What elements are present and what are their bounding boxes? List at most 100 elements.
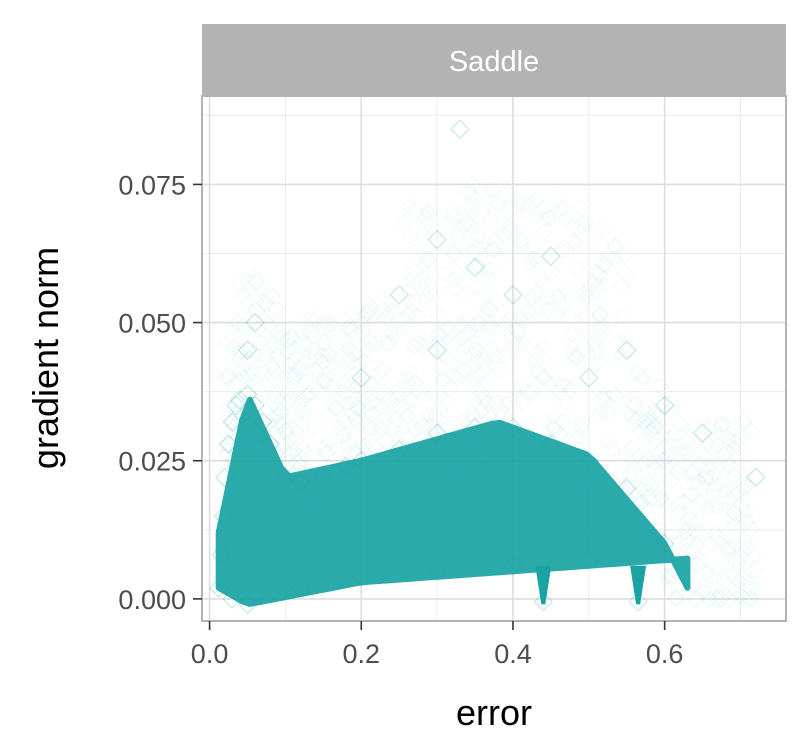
halo-point	[336, 311, 355, 329]
halo-point	[382, 470, 400, 488]
halo-point	[627, 512, 646, 530]
halo-point	[677, 432, 695, 450]
halo-point	[238, 292, 257, 311]
halo-point	[367, 335, 385, 353]
halo-point	[346, 409, 365, 428]
halo-point	[543, 419, 562, 438]
halo-point	[275, 441, 294, 460]
halo-point	[279, 343, 297, 361]
halo-point	[349, 376, 368, 395]
x-tick-label: 0.0	[191, 639, 229, 669]
halo-point	[678, 550, 696, 568]
halo-point	[704, 483, 723, 501]
halo-point	[643, 421, 661, 440]
halo-point	[383, 470, 401, 489]
halo-point	[711, 590, 730, 608]
halo-point	[662, 471, 681, 490]
data-point	[692, 423, 713, 443]
halo-point	[255, 312, 273, 330]
halo-point	[404, 337, 423, 355]
halo-point	[518, 203, 537, 221]
halo-point	[302, 467, 320, 486]
halo-point	[506, 379, 524, 397]
halo-point	[528, 362, 547, 381]
halo-point	[385, 304, 404, 322]
halo-point	[292, 463, 311, 481]
halo-point	[679, 520, 697, 539]
halo-point	[231, 342, 250, 360]
halo-point	[539, 301, 557, 320]
halo-point	[654, 428, 673, 446]
halo-point	[475, 434, 494, 452]
halo-point	[587, 338, 605, 357]
halo-point	[497, 395, 515, 414]
halo-point	[717, 481, 736, 499]
halo-point	[301, 322, 320, 341]
halo-point	[624, 474, 643, 493]
halo-point	[353, 323, 372, 341]
data-point	[351, 367, 372, 388]
halo-point	[322, 315, 341, 334]
halo-point	[414, 338, 433, 356]
halo-point	[710, 558, 728, 577]
halo-point	[465, 408, 484, 427]
halo-point	[614, 306, 632, 324]
halo-point	[437, 322, 455, 340]
halo-point	[730, 430, 748, 448]
halo-point	[246, 291, 265, 310]
halo-point	[386, 325, 404, 344]
halo-point	[390, 381, 408, 399]
y-tick-label: 0.075	[118, 170, 186, 200]
halo-point	[266, 407, 285, 425]
halo-point	[230, 425, 248, 443]
data-point	[290, 577, 311, 598]
halo-point	[264, 465, 282, 483]
halo-point	[571, 481, 589, 500]
halo-point	[502, 464, 521, 482]
halo-point	[479, 394, 497, 412]
halo-point	[362, 419, 381, 438]
halo-point	[697, 469, 715, 487]
halo-point	[542, 361, 561, 379]
halo-point	[584, 451, 602, 470]
halo-point	[715, 573, 734, 592]
halo-point	[645, 418, 663, 436]
halo-point	[423, 484, 441, 502]
halo-point	[639, 473, 658, 492]
halo-point	[218, 423, 237, 441]
halo-point	[251, 333, 269, 352]
halo-point	[290, 358, 308, 377]
halo-point	[719, 539, 737, 557]
halo-point	[678, 530, 696, 549]
halo-point	[588, 344, 606, 362]
halo-point	[304, 417, 322, 435]
halo-point	[656, 540, 675, 559]
halo-point	[438, 486, 456, 504]
halo-point	[438, 419, 457, 438]
halo-point	[513, 333, 531, 351]
data-point	[503, 285, 523, 305]
data-point	[578, 367, 599, 388]
halo-point	[344, 460, 363, 478]
halo-point	[518, 383, 536, 401]
halo-point	[634, 371, 652, 389]
halo-point	[372, 420, 390, 438]
halo-point	[720, 544, 738, 562]
halo-point	[383, 421, 402, 439]
halo-point	[630, 494, 649, 513]
halo-point	[248, 301, 266, 319]
halo-point	[553, 413, 572, 431]
halo-point	[292, 402, 311, 420]
halo-point	[482, 339, 501, 358]
halo-point	[360, 402, 378, 420]
halo-point	[256, 441, 274, 460]
halo-point	[272, 402, 291, 421]
halo-point	[320, 407, 338, 426]
halo-point	[342, 321, 361, 340]
halo-point	[329, 489, 347, 507]
halo-point	[294, 325, 313, 343]
halo-point	[233, 286, 252, 304]
data-point	[275, 467, 296, 488]
halo-point	[278, 393, 296, 412]
halo-point	[732, 587, 750, 605]
